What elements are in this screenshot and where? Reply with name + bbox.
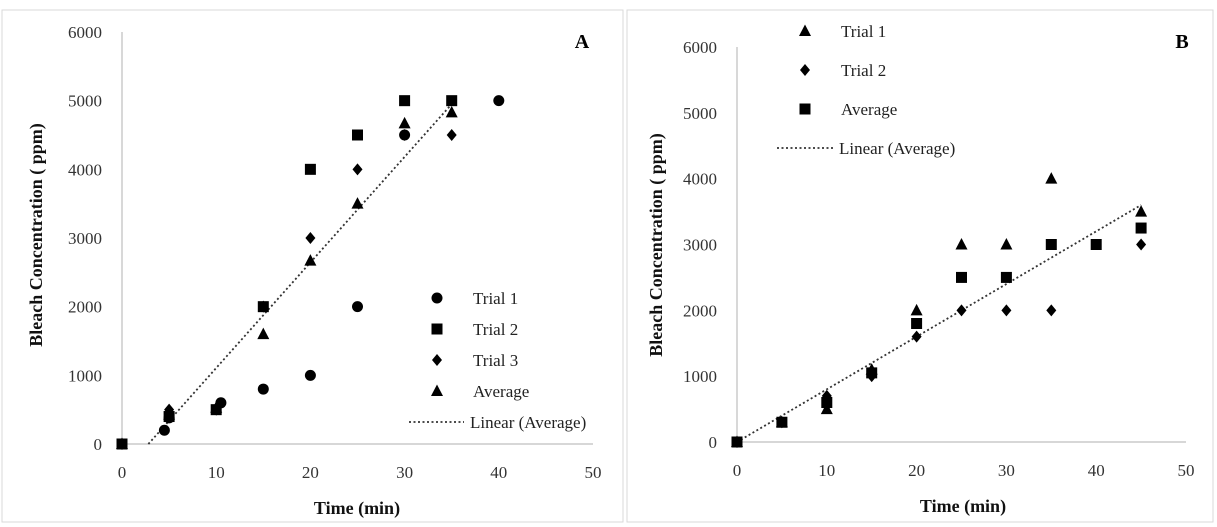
panel-a-y-tick-label: 6000 [68,23,102,42]
panel-b-trial-2-point [956,304,967,317]
panel-a-x-axis-title: Time (min) [314,498,400,519]
panel-b-legend-average-marker [799,103,811,115]
panel-a-trendline [147,103,453,445]
panel-b-legend-trial-2-label: Trial 2 [841,61,886,80]
panel-a-average-point [304,254,317,266]
panel-b-average-point [731,436,743,448]
panel-b-y-tick-label: 1000 [683,367,717,386]
panel-a-average-point [210,401,223,413]
panel-b-y-tick-label: 2000 [683,301,717,320]
panel-b-y-axis-title: Bleach Concentration ( ppm) [646,133,667,357]
panel-a-legend-trial-2-marker [431,323,443,335]
panel-a-trial-2-point [399,95,411,107]
panel-b-average-point [1090,239,1102,250]
panel-b-trial-2-point [1136,238,1147,251]
panel-a-trial-3-point [258,300,269,313]
panel-a-legend-trendline-label: Linear (Average) [470,413,586,432]
panel-a-x-tick-label: 50 [585,463,602,482]
panel-b-x-tick-label: 40 [1088,461,1105,480]
panel-b-x-tick-label: 30 [998,461,1015,480]
panel-b-legend-trial-1-marker [799,24,811,36]
panel-a-trial-1-point [493,95,505,107]
panel-a-legend-average-label: Average [473,382,529,401]
panel-a-y-tick-label: 5000 [68,92,102,111]
panel-a-average-point [351,197,364,209]
panel-a-trial-1-point [158,424,170,436]
panel-b-y-tick-label: 3000 [683,236,717,255]
panel-b-average-point [776,416,788,428]
panel-b-legend-trial-2-marker [800,64,810,76]
panel-b-trial-1-point [820,402,833,415]
panel-a-x-tick-label: 10 [208,463,225,482]
panel-a-legend-trial-1-label: Trial 1 [473,289,518,308]
panel-a-x-tick-label: 40 [490,463,507,482]
panel-a-label: A [575,31,590,53]
panel-b-average-point [956,271,967,283]
panel-b-trial-1-point [1135,205,1148,217]
panel-a-y-tick-label: 3000 [68,229,102,248]
panel-a-average-point [116,437,128,449]
panel-a-average-point [445,105,458,118]
panel-a-x-tick-label: 20 [302,463,319,482]
panel-a-average-point [163,407,176,420]
panel-a-frame [1,9,624,523]
panel-b-x-tick-label: 10 [818,461,835,480]
panel-b-legend-trendline-label: Linear (Average) [839,139,955,158]
panel-a-average-point [257,327,270,340]
panel-b-average-point [1045,239,1057,250]
panel-b-trial-1-point [1000,238,1013,250]
panel-b-x-axis-title: Time (min) [920,496,1006,517]
panel-b-trial-1-point [910,303,923,316]
panel-a-y-tick-label: 4000 [68,160,102,179]
panel-a-legend-trial-2-label: Trial 2 [473,320,518,339]
panel-b-y-tick-label: 0 [709,433,718,452]
panel-a-trial-3-point [305,232,316,244]
panel-b-x-tick-label: 20 [908,461,925,480]
panel-a-trial-3-point [399,129,410,141]
panel-a-legend-trial-3-label: Trial 3 [473,351,518,370]
panel-b-average-point [821,397,833,408]
panel-b-trial-1-point [1045,172,1058,184]
panel-b-chart: 0 1000 2000 3000 4000 5000 6000 0 10 20 30 40 50 Time… [646,22,1195,517]
panel-b-frame [626,9,1214,523]
panel-b-average-point [866,367,878,379]
panel-a-trial-2-point [304,163,316,175]
panel-b-trial-2-point [1046,304,1057,317]
panel-b-y-tick-label: 5000 [683,104,717,123]
panel-a-y-tick-label: 0 [94,435,103,454]
panel-b-y-tick-label: 6000 [683,38,717,57]
panel-a-legend-trial-1-marker [431,292,443,304]
panel-b-y-tick-label: 4000 [683,170,717,189]
panel-b-legend-average-label: Average [841,100,897,119]
panel-a-y-tick-label: 1000 [68,366,102,385]
panel-a-trial-1-point [257,383,269,395]
panel-a-x-tick-label: 0 [118,463,127,482]
panel-a-trial-1-point [352,301,363,313]
panel-b-x-tick-label: 0 [733,461,742,480]
panel-b-x-tick-label: 50 [1178,461,1195,480]
panel-a-trial-3-point [446,129,457,141]
panel-a-legend-trial-3-marker [432,354,442,366]
panel-a-trial-2-point [352,129,363,141]
panel-a-trial-3-point [352,163,363,176]
panel-a-chart: 0 1000 2000 3000 4000 5000 6000 0 10 20 30 40 50 Time… [26,23,602,519]
panel-b-average-point [1000,271,1012,283]
panel-a-y-axis-title: Bleach Concentration ( ppm) [26,123,47,347]
panel-b-average-point [911,318,923,329]
panel-a-trial-2-point [446,95,458,107]
panel-a-x-tick-label: 30 [396,463,413,482]
panel-a-legend-average-marker [431,384,443,396]
panel-b-legend-trial-1-label: Trial 1 [841,22,886,41]
panel-b-trial-1-point [955,238,968,250]
panel-b-trendline [736,204,1142,443]
panel-a-trial-1-point [304,369,316,381]
panel-b-trial-2-point [1001,304,1012,317]
panel-b-label: B [1175,31,1188,53]
panel-a-average-point [398,116,411,129]
panel-a-y-tick-label: 2000 [68,298,102,317]
panel-b-average-point [1135,222,1147,234]
panel-b-trial-2-point [911,330,922,343]
